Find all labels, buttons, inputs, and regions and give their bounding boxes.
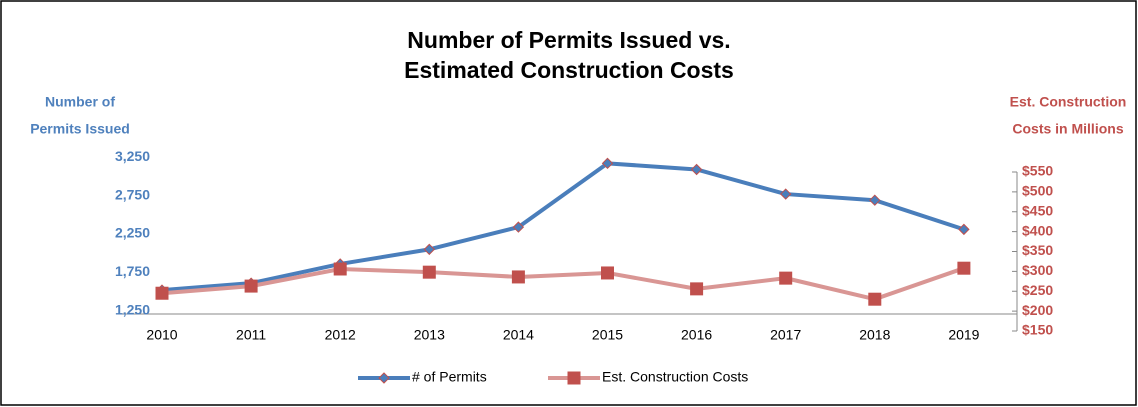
data-point (779, 188, 792, 200)
data-point (422, 265, 436, 279)
x-tick-label: 2011 (236, 327, 266, 343)
legend-label: Est. Construction Costs (602, 369, 748, 385)
x-tick-label: 2014 (503, 327, 534, 343)
data-point (601, 157, 614, 170)
y2-tick-label: $450 (1022, 202, 1053, 218)
y2-tick-label: $150 (1022, 322, 1053, 338)
data-point (690, 163, 703, 176)
y2-tick-label: $300 (1022, 262, 1053, 278)
y-tick-label: 1,750 (115, 263, 150, 279)
data-point (333, 262, 347, 276)
y-axis-label: Permits Issued (30, 121, 130, 137)
x-tick-label: 2019 (948, 327, 979, 343)
y-tick-label: 3,250 (115, 148, 150, 164)
data-point (601, 266, 614, 280)
x-tick-label: 2013 (414, 327, 445, 343)
series-line (161, 161, 965, 293)
data-point (512, 221, 525, 233)
data-point (244, 279, 258, 293)
x-tick-label: 2016 (681, 327, 712, 343)
legend-label: # of Permits (412, 369, 487, 385)
data-point (957, 261, 971, 275)
y2-axis-label: Costs in Millions (1012, 121, 1123, 137)
y2-tick-label: $500 (1022, 183, 1053, 199)
x-tick-label: 2018 (859, 327, 890, 343)
data-point (690, 282, 704, 296)
x-tick-label: 2010 (146, 327, 177, 343)
x-tick-label: 2017 (770, 327, 801, 343)
legend-marker (378, 372, 390, 384)
data-point (958, 223, 970, 236)
y-tick-label: 2,250 (115, 225, 150, 241)
chart-title: Estimated Construction Costs (404, 57, 734, 83)
y-axis-label: Number of (45, 94, 115, 110)
data-point (511, 270, 525, 284)
data-point (155, 286, 169, 300)
x-tick-label: 2015 (592, 327, 623, 343)
y2-tick-label: $250 (1022, 282, 1053, 298)
y2-axis-label: Est. Construction (1010, 94, 1127, 110)
y2-tick-label: $350 (1022, 242, 1053, 258)
data-point (779, 271, 793, 285)
data-point (423, 243, 436, 256)
y-tick-label: 1,250 (115, 302, 150, 318)
y2-tick-label: $200 (1022, 302, 1053, 318)
y2-tick-label: $400 (1022, 222, 1053, 238)
series-line (161, 266, 965, 302)
y2-tick-label: $550 (1022, 163, 1053, 179)
data-point (868, 292, 882, 306)
legend-marker (567, 371, 581, 385)
chart-title: Number of Permits Issued vs. (407, 27, 730, 53)
x-tick-label: 2012 (325, 327, 356, 343)
y-tick-label: 2,750 (115, 186, 150, 202)
data-point (869, 194, 881, 206)
